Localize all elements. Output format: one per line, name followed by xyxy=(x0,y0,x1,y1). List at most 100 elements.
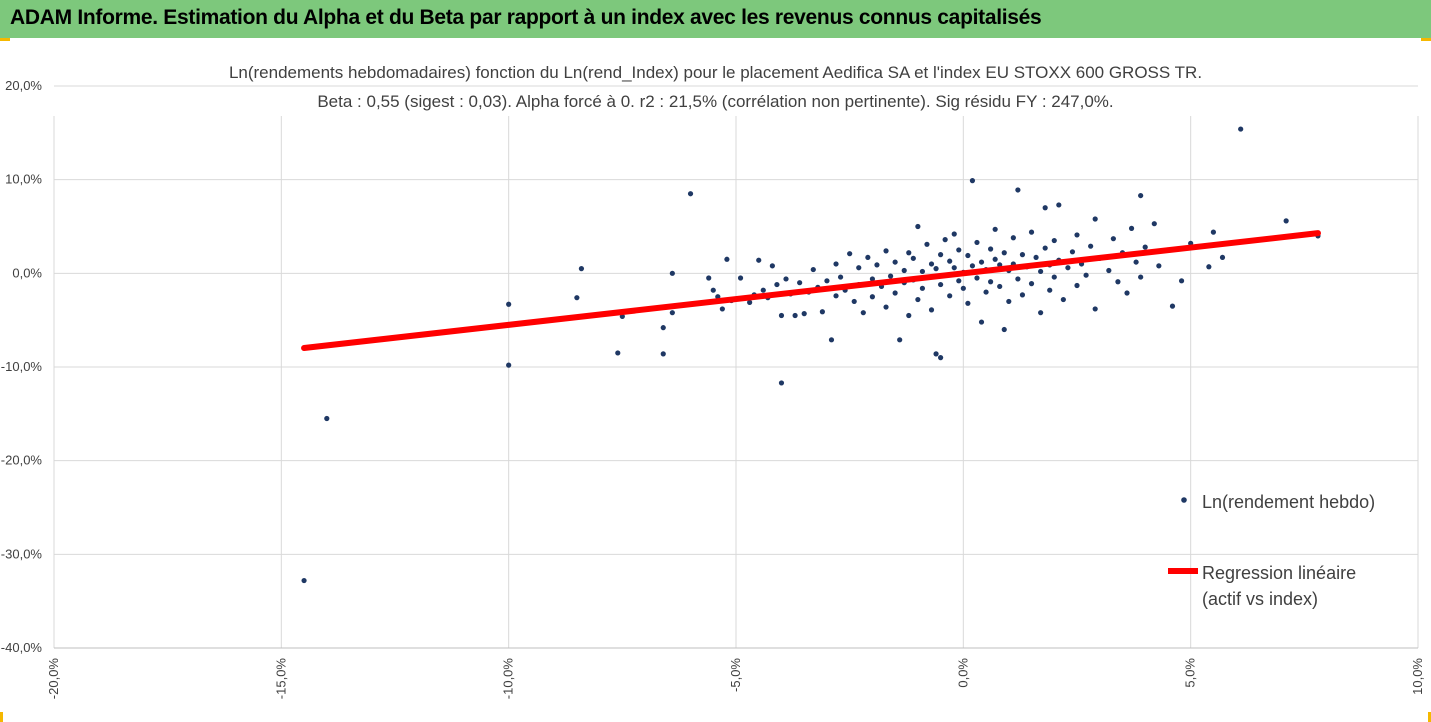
data-point xyxy=(578,266,585,272)
y-tick-label: -20,0% xyxy=(1,453,43,468)
data-point xyxy=(1219,254,1226,261)
data-point xyxy=(687,191,694,197)
data-point xyxy=(928,261,935,267)
data-point xyxy=(851,298,857,305)
data-point xyxy=(1001,326,1007,333)
data-point xyxy=(847,251,853,257)
data-point xyxy=(960,285,966,291)
corner-mark xyxy=(1428,712,1431,722)
data-point xyxy=(1156,263,1162,269)
legend-marks xyxy=(1168,497,1198,574)
data-point xyxy=(660,325,666,331)
legend-label-regression-line2: (actif vs index) xyxy=(1202,589,1319,609)
grid-lines xyxy=(53,85,1419,649)
data-point xyxy=(769,263,775,269)
data-point xyxy=(1019,292,1026,298)
data-point xyxy=(951,231,957,237)
data-point xyxy=(915,296,921,303)
x-tick-label: 10,0% xyxy=(1410,658,1425,695)
data-point xyxy=(1142,244,1148,250)
data-point xyxy=(833,261,839,267)
data-point xyxy=(969,263,976,269)
data-point xyxy=(1051,274,1057,280)
y-tick-label: 10,0% xyxy=(5,172,42,187)
data-point xyxy=(942,237,948,243)
data-point xyxy=(724,256,730,262)
data-point xyxy=(906,312,912,319)
legend-label-regression-line1: Regression linéaire xyxy=(1202,563,1357,583)
y-axis: 20,0% 10,0% 0,0% -10,0% -20,0% -30,0% -40,0% xyxy=(1,78,43,655)
data-point xyxy=(974,275,980,281)
data-point xyxy=(1028,229,1035,235)
data-point xyxy=(1138,192,1144,199)
data-point xyxy=(801,311,807,317)
data-point xyxy=(506,362,512,368)
data-point xyxy=(906,250,912,256)
data-point xyxy=(783,276,789,282)
data-point xyxy=(919,285,926,291)
data-point xyxy=(710,287,716,293)
data-point xyxy=(892,290,898,296)
data-point xyxy=(1092,216,1098,222)
data-point xyxy=(865,254,871,261)
data-point xyxy=(897,337,903,343)
x-tick-label: 5,0% xyxy=(1183,658,1198,688)
data-point xyxy=(1015,276,1021,282)
chart-subtitle: Beta : 0,55 (sigest : 0,03). Alpha forcé… xyxy=(317,92,1114,111)
data-point xyxy=(1178,278,1185,284)
data-point xyxy=(833,293,839,299)
data-point xyxy=(924,241,930,247)
data-point xyxy=(837,274,844,280)
data-point xyxy=(978,259,985,265)
data-point xyxy=(892,259,898,265)
data-point xyxy=(974,239,980,246)
data-point xyxy=(669,310,675,316)
data-point xyxy=(956,247,962,253)
data-point xyxy=(860,310,866,316)
data-point xyxy=(301,577,307,584)
data-point xyxy=(992,256,998,262)
data-point xyxy=(1042,205,1048,211)
legend-marker-scatter xyxy=(1181,497,1187,503)
data-point xyxy=(574,295,580,301)
data-point xyxy=(1210,229,1216,235)
data-point xyxy=(810,266,816,273)
data-point xyxy=(1038,310,1044,316)
data-point xyxy=(719,306,725,312)
data-point xyxy=(1028,281,1035,287)
data-point xyxy=(869,294,876,300)
data-point xyxy=(747,299,753,305)
x-tick-label: -10,0% xyxy=(501,658,516,700)
data-point xyxy=(506,301,512,307)
corner-mark xyxy=(0,712,3,722)
x-tick-label: -5,0% xyxy=(728,658,743,692)
data-point xyxy=(792,312,798,319)
legend-label-regression: Regression linéaire (actif vs index) xyxy=(1202,560,1356,612)
data-point xyxy=(1088,243,1094,249)
data-point xyxy=(669,270,675,276)
data-point xyxy=(1033,254,1039,261)
data-point xyxy=(1092,306,1098,312)
data-point xyxy=(1106,267,1112,274)
data-point xyxy=(706,275,712,281)
data-point xyxy=(978,319,985,325)
data-point xyxy=(774,281,780,288)
data-point xyxy=(988,246,994,252)
data-point xyxy=(828,337,835,343)
data-point xyxy=(1283,218,1289,224)
data-point xyxy=(869,276,876,282)
data-point xyxy=(938,281,944,288)
data-point xyxy=(1238,126,1244,132)
data-point xyxy=(1074,232,1080,238)
data-point xyxy=(1115,279,1121,285)
data-point xyxy=(1133,259,1139,265)
data-point xyxy=(1051,237,1057,244)
data-point xyxy=(947,293,953,299)
data-point xyxy=(1083,272,1089,278)
data-point xyxy=(737,275,744,281)
y-tick-label: 20,0% xyxy=(5,78,42,93)
data-point xyxy=(928,307,935,313)
data-point xyxy=(778,380,785,386)
data-point xyxy=(933,351,939,357)
data-point xyxy=(1151,221,1157,227)
